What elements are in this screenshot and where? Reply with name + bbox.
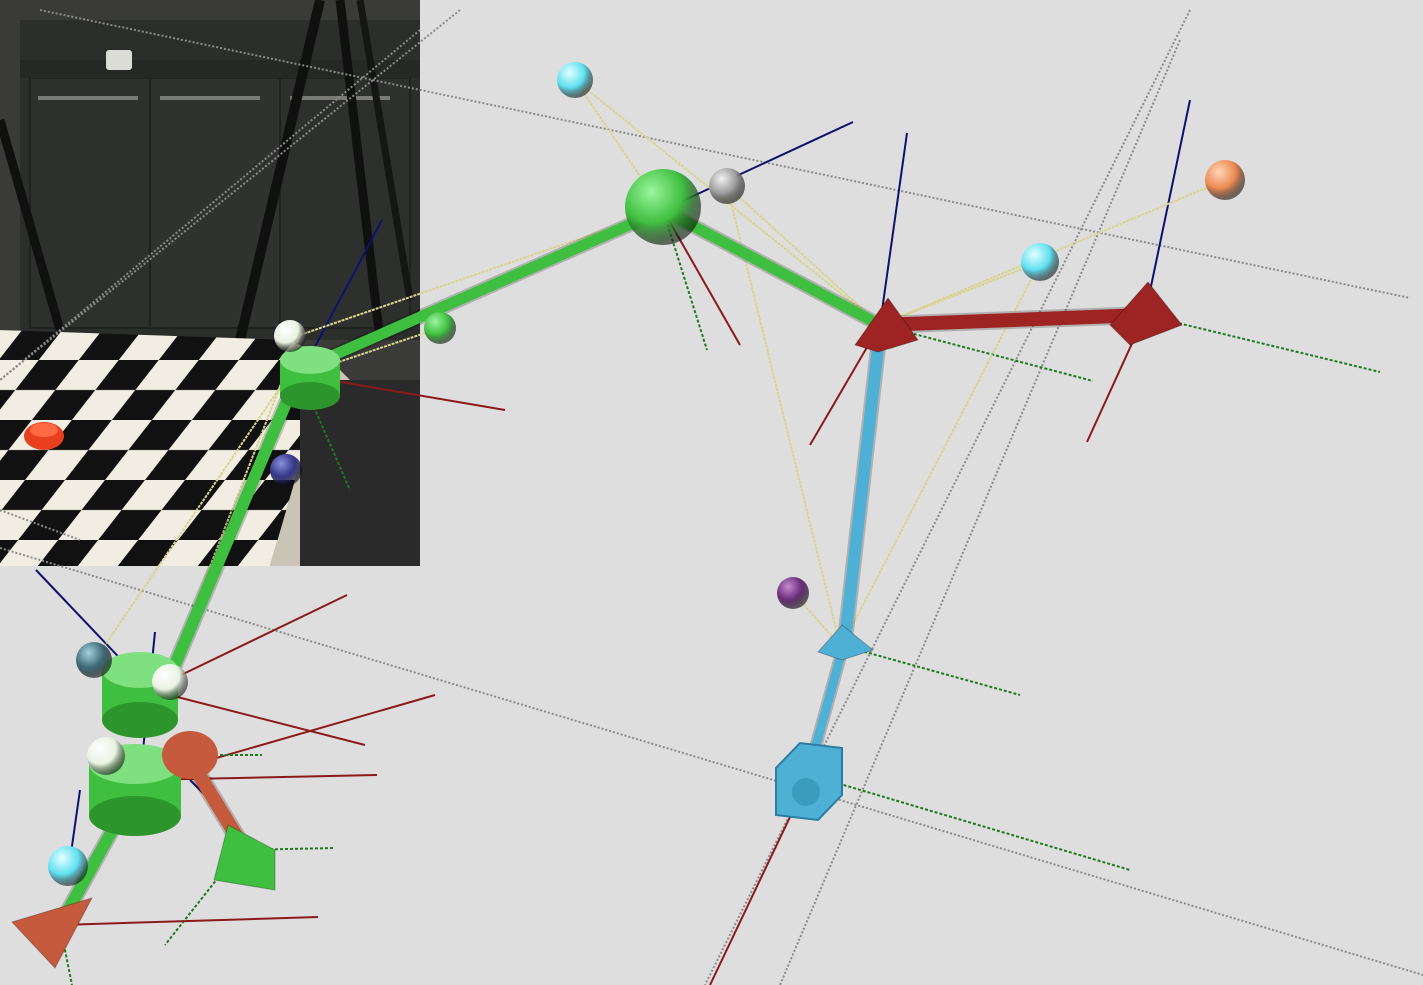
joint-pyramid-orange [11, 897, 94, 969]
marker-sphere-cyan [557, 62, 593, 98]
joint-cylinder-upper-top [280, 346, 340, 374]
marker-sphere-gray [709, 168, 745, 204]
marker-tether-line [879, 261, 1041, 326]
marker-tether-line [726, 185, 881, 326]
marker-sphere-purple [777, 577, 809, 609]
marker-sphere-white [274, 320, 306, 352]
marker-sphere-cyan [1021, 243, 1059, 281]
marker-sphere-teal [76, 642, 112, 678]
ground-grid-line [779, 39, 1181, 985]
joint-cylinder-hip-b-bottom [89, 796, 181, 836]
joint-axis-line [879, 324, 1094, 382]
bone-spine-right [657, 204, 886, 331]
joint-cylinder-orange [162, 731, 218, 779]
marker-tether-line [94, 379, 286, 661]
ground-grid-line [704, 9, 1191, 985]
joint-axis-line [1144, 314, 1381, 373]
joint-pyramid-red-b [1109, 281, 1183, 346]
ground-grid-line [39, 9, 1411, 299]
marker-tether-line [726, 185, 841, 646]
marker-tether-line [299, 327, 441, 376]
marker-sphere-orange [1205, 160, 1245, 200]
joint-axis-line [879, 132, 908, 326]
joint-axis-line [839, 644, 1021, 696]
joint-axis-line [809, 774, 1131, 871]
marker-sphere-navy [270, 454, 302, 486]
joint-axis-line [59, 916, 319, 926]
joint-pyramid-blue [817, 624, 875, 661]
joint-cube-blue-face [792, 778, 820, 806]
bone-spine-upper [294, 204, 669, 376]
joint-root-sphere [625, 169, 701, 245]
joint-cylinder-hip-a-bottom [102, 702, 178, 738]
joint-axis-line [662, 209, 708, 351]
marker-sphere-white [152, 664, 188, 700]
marker-sphere-green [424, 312, 456, 344]
bone-blue-lower [807, 635, 850, 765]
joint-pyramid-green [213, 824, 276, 891]
marker-sphere-white [87, 737, 125, 775]
bone-blue-upper [839, 324, 886, 646]
joint-pyramid-red-a [854, 297, 919, 353]
ground-grid-line [0, 509, 81, 541]
ground-grid-line [0, 29, 421, 381]
marker-tether-line [879, 179, 1226, 326]
joint-axis-line [1144, 99, 1191, 316]
marker-sphere-cyan [48, 846, 88, 886]
marker-tether-line [574, 79, 881, 326]
bone-spine-lower [154, 364, 306, 706]
bone-red-arm [873, 308, 1152, 332]
joint-axis-line [149, 689, 366, 746]
joint-cylinder-upper-bottom [280, 382, 340, 410]
